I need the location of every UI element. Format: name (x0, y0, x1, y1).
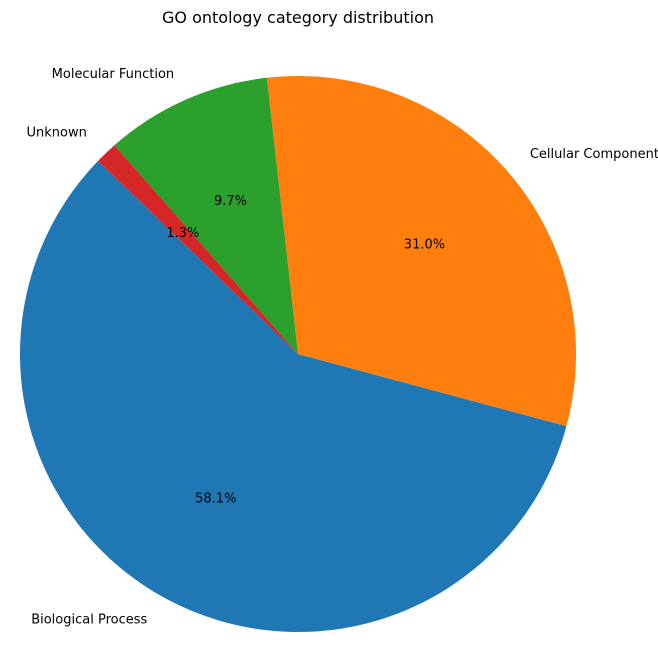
percent-labels: 58.1% 31.0% 9.7% 1.3% (166, 194, 445, 507)
slice-labels: Biological Process Cellular Component Mole… (27, 67, 658, 628)
pie-slice-biological-process (19, 160, 567, 633)
slice-label-cellular-component: Cellular Component (530, 147, 658, 162)
slice-label-biological-process: Biological Process (31, 613, 147, 628)
percent-label-unknown: 1.3% (166, 226, 199, 241)
slice-label-unknown: Unknown (27, 125, 87, 140)
percent-label-biological-process: 58.1% (195, 492, 236, 507)
chart-title: GO ontology category distribution (162, 8, 434, 27)
pie-slice-cellular-component (266, 75, 576, 427)
percent-label-cellular-component: 31.0% (404, 238, 445, 253)
pie-slice-molecular-function (114, 77, 298, 355)
slices-group (19, 75, 576, 633)
pie-slice-unknown (98, 145, 299, 354)
percent-label-molecular-function: 9.7% (214, 194, 247, 209)
slice-label-molecular-function: Molecular Function (52, 67, 175, 82)
